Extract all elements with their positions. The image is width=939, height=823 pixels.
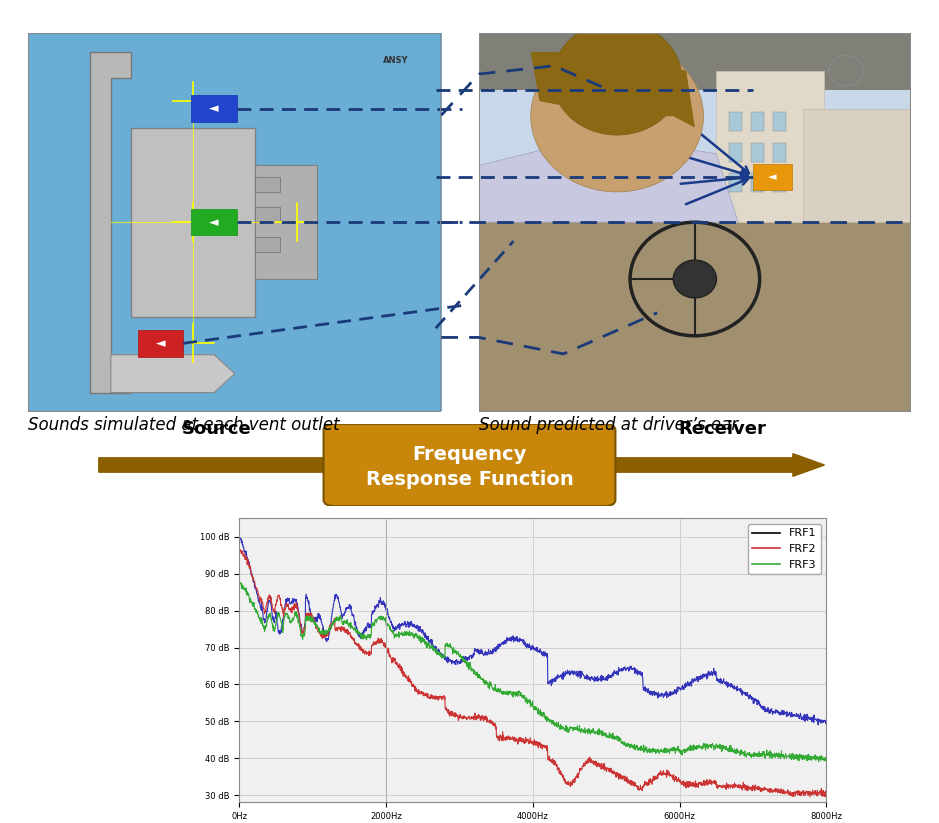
FRF3	[265, 610, 276, 620]
Text: Source: Source	[182, 421, 252, 438]
FRF1	[804, 713, 815, 723]
Bar	[730, 113, 743, 132]
FRF2	[520, 732, 531, 742]
FRF2	[805, 792, 816, 802]
FRF3	[697, 744, 708, 754]
Polygon shape	[479, 139, 738, 412]
FRF2	[821, 788, 832, 797]
Line: FRF1: FRF1	[240, 538, 826, 725]
Polygon shape	[131, 128, 255, 317]
Polygon shape	[531, 52, 695, 128]
Bar	[192, 209, 237, 235]
FRF1	[235, 533, 246, 543]
FRF1	[812, 720, 824, 730]
Text: ◄: ◄	[768, 172, 777, 182]
Bar	[255, 177, 280, 192]
FRF2	[697, 779, 708, 788]
Bar	[730, 142, 743, 161]
Bar	[255, 237, 280, 253]
Bar	[751, 113, 764, 132]
FRF1	[804, 714, 815, 724]
FRF1	[519, 637, 531, 647]
FRF3	[804, 753, 815, 763]
Bar	[479, 33, 911, 90]
Bar	[192, 95, 237, 122]
FRF1	[821, 718, 832, 728]
Text: Frequency
Response Function: Frequency Response Function	[365, 445, 574, 489]
FRF2	[804, 787, 815, 797]
FRF3	[235, 579, 246, 588]
Text: Receiver: Receiver	[678, 421, 766, 438]
Line: FRF2: FRF2	[240, 550, 826, 797]
Text: Sounds simulated at each vent outlet: Sounds simulated at each vent outlet	[28, 416, 340, 434]
FRF1	[696, 671, 707, 681]
Bar	[255, 207, 280, 222]
Circle shape	[552, 21, 682, 135]
FancyArrow shape	[99, 453, 824, 477]
Bar	[803, 109, 911, 222]
FRF2	[265, 591, 276, 601]
Bar	[751, 173, 764, 192]
FRF1	[265, 597, 276, 607]
Polygon shape	[255, 165, 317, 279]
Bar	[773, 142, 786, 161]
Bar	[716, 71, 824, 222]
FancyBboxPatch shape	[324, 424, 615, 506]
Polygon shape	[111, 355, 235, 393]
FRF3	[821, 756, 832, 766]
Circle shape	[531, 40, 703, 192]
Polygon shape	[90, 52, 131, 393]
Text: ◄: ◄	[156, 337, 165, 350]
Bar	[773, 173, 786, 192]
FRF2	[235, 545, 246, 555]
Text: Sound predicted at driver’s ear: Sound predicted at driver’s ear	[479, 416, 738, 434]
FRF3	[235, 578, 246, 588]
Bar	[773, 113, 786, 132]
FRF1	[504, 635, 516, 644]
Bar	[753, 164, 793, 190]
Bar	[138, 330, 183, 356]
FRF3	[813, 756, 824, 766]
Text: ◄: ◄	[209, 102, 219, 115]
Legend: FRF1, FRF2, FRF3: FRF1, FRF2, FRF3	[747, 524, 821, 574]
Text: ◄: ◄	[209, 216, 219, 229]
FRF3	[804, 751, 815, 761]
Bar	[730, 173, 743, 192]
Bar	[751, 142, 764, 161]
Bar	[479, 33, 911, 222]
FRF2	[504, 735, 516, 745]
FRF2	[804, 789, 815, 799]
FRF2	[235, 545, 246, 555]
Circle shape	[673, 260, 716, 298]
Text: ANSY: ANSY	[383, 56, 408, 65]
FRF3	[520, 697, 531, 707]
Line: FRF3: FRF3	[240, 583, 826, 761]
Bar	[479, 222, 911, 412]
FRF3	[504, 686, 516, 696]
